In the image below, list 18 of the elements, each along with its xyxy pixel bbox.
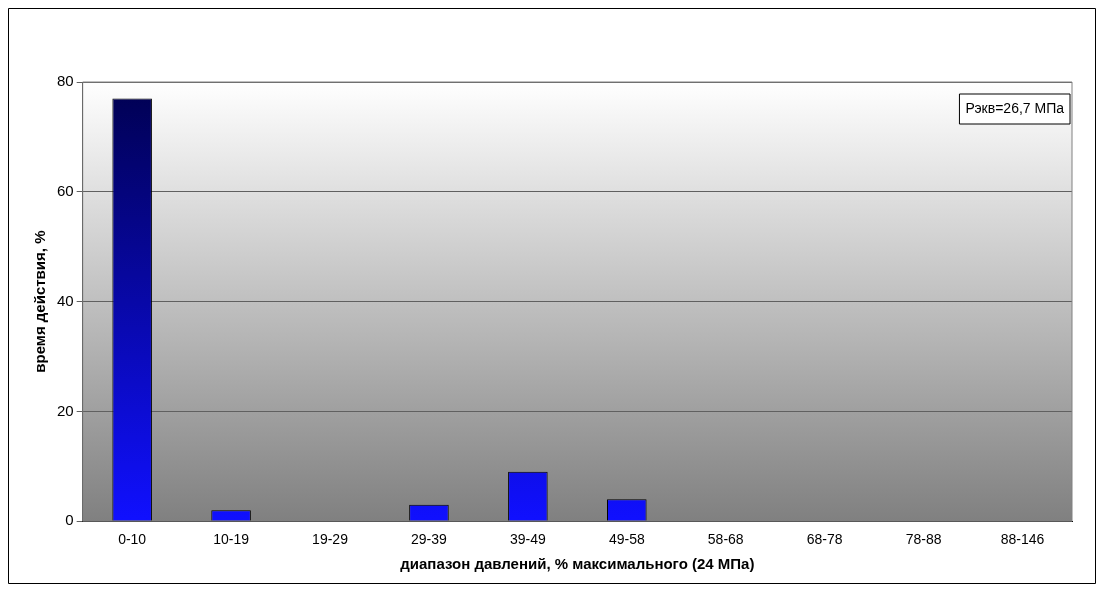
x-tick-label: 29-39 <box>411 531 448 548</box>
x-axis-title: диапазон давлений, % максимального (24 МПа) <box>400 555 755 573</box>
x-tick-label: 19-29 <box>312 531 349 548</box>
y-tick-label: 60 <box>57 181 74 199</box>
x-tick-label: 10-19 <box>213 531 250 548</box>
annotation: Рэкв=26,7 МПа <box>965 99 1065 116</box>
y-axis-title: время действия, % <box>31 230 49 373</box>
x-tick-label: 39-49 <box>509 531 546 548</box>
x-tick-label: 49-58 <box>608 531 645 548</box>
y-tick-label: 20 <box>57 401 74 419</box>
x-tick-label: 0-10 <box>118 531 147 548</box>
x-tick-label: 58-68 <box>707 531 744 548</box>
y-tick-label: 40 <box>57 291 74 309</box>
x-tick-label: 88-146 <box>1000 531 1045 548</box>
y-tick-label: 0 <box>65 511 74 529</box>
y-tick-label: 80 <box>57 72 74 90</box>
x-tick-label: 68-78 <box>806 531 843 548</box>
x-tick-label: 78-88 <box>905 531 942 548</box>
